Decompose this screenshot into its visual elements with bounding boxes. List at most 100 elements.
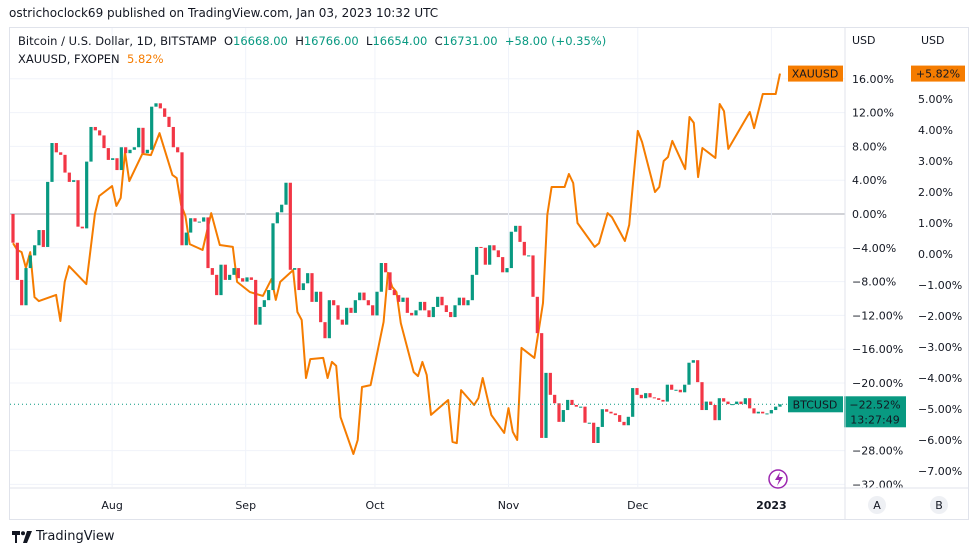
btc-candle	[410, 312, 414, 316]
btc-candle	[531, 255, 535, 297]
axis-a-tick: −8.00%	[852, 276, 896, 289]
btc-candle	[132, 147, 136, 150]
btc-candle	[449, 312, 453, 318]
legend-close: 16731.00	[442, 34, 498, 48]
btc-candle	[15, 242, 19, 280]
btc-candle	[332, 300, 336, 306]
axis-a-tick: −20.00%	[852, 377, 903, 390]
btc-candle	[306, 273, 310, 284]
btcusd-label: BTCUSD	[793, 398, 838, 411]
btc-candle	[596, 426, 600, 443]
btc-candle	[310, 273, 314, 302]
btc-candle	[423, 301, 427, 311]
btcusd-value-box	[844, 396, 906, 428]
legend-open: 16668.00	[233, 34, 288, 48]
btc-candle	[128, 149, 132, 154]
btc-candle	[665, 384, 669, 402]
btc-candle	[358, 292, 362, 301]
btc-candle	[704, 401, 708, 411]
axis-a-tick: −28.00%	[852, 445, 903, 458]
btc-candle	[379, 263, 383, 292]
btc-candle	[700, 382, 704, 411]
btc-candle	[366, 300, 370, 306]
legend-o-label: O	[223, 34, 233, 48]
axis-b-tick: 0.00%	[918, 248, 953, 261]
btc-candle	[375, 291, 379, 316]
axis-a-badge[interactable]	[868, 496, 886, 514]
btc-candle	[579, 406, 583, 408]
btc-candle	[401, 297, 405, 302]
time-axis-tick: Nov	[498, 499, 520, 512]
btc-candle	[583, 406, 587, 423]
btcusd-series	[10, 103, 845, 443]
axis-b-badge-label: B	[935, 499, 943, 512]
btc-candle	[249, 277, 253, 280]
axis-b-tick: 3.00%	[918, 155, 953, 168]
btc-candle	[652, 397, 656, 399]
btc-candle	[483, 247, 487, 265]
btc-candle	[774, 406, 778, 411]
btc-candle	[314, 291, 318, 302]
btc-candle	[496, 250, 500, 258]
btc-candle	[587, 422, 591, 424]
legend-compare-symbol: XAUUSD, FXOPEN	[18, 52, 120, 66]
time-axis: Aug Sep Oct Nov Dec 2023 A B	[10, 28, 968, 520]
time-axis-tick: 2023	[756, 499, 787, 512]
btc-candle	[392, 290, 396, 296]
btc-candle	[327, 300, 331, 339]
footer-brand[interactable]: TradingView	[12, 529, 115, 544]
legend-c-label: C	[434, 34, 443, 48]
btc-candle	[622, 421, 626, 426]
legend-compare[interactable]: XAUUSD, FXOPEN 5.82%	[18, 52, 164, 66]
legend-h-label: H	[295, 34, 304, 48]
btc-candle	[384, 263, 388, 273]
btc-candle	[280, 204, 284, 213]
btc-candle	[709, 401, 713, 405]
btc-candle	[46, 181, 50, 247]
axis-b-tick: −7.00%	[918, 465, 962, 478]
axis-b-badge[interactable]	[930, 496, 948, 514]
legend-high: 16766.00	[303, 34, 359, 48]
btc-candle	[678, 389, 682, 393]
btc-candle	[67, 172, 71, 182]
legend-compare-value: 5.82%	[126, 52, 164, 66]
btc-candle	[241, 278, 245, 282]
btc-candle	[76, 180, 80, 227]
axis-a-tick: −16.00%	[852, 343, 903, 356]
btc-candle	[301, 283, 305, 291]
btc-candle	[696, 360, 700, 383]
axis-a-tick: 4.00%	[852, 174, 887, 187]
btc-candle	[722, 398, 726, 402]
btc-candle	[600, 409, 604, 427]
btc-candle	[505, 268, 509, 273]
btc-candle	[323, 322, 327, 339]
btc-candle	[98, 130, 102, 136]
btc-candle	[613, 413, 617, 416]
legend-l-label: L	[366, 34, 373, 48]
btc-candle	[414, 310, 418, 316]
btcusd-label-box	[788, 396, 843, 413]
btc-candle	[639, 394, 643, 399]
btc-candle	[254, 279, 258, 325]
btc-candle	[544, 372, 548, 438]
btc-candle	[691, 360, 695, 363]
btc-candle	[644, 393, 648, 399]
btc-candle	[488, 245, 492, 265]
btc-candle	[514, 225, 518, 232]
btc-candle	[41, 230, 45, 247]
btc-candle	[453, 305, 457, 318]
axis-a-tick: −4.00%	[852, 242, 896, 255]
btc-candle	[713, 404, 717, 421]
btc-candle	[262, 300, 266, 307]
btc-candle	[180, 152, 184, 246]
btc-candle	[431, 306, 435, 318]
time-axis-tick: Oct	[365, 499, 385, 512]
btc-candle	[189, 218, 193, 233]
btc-candle	[63, 154, 67, 173]
btc-candle	[405, 297, 409, 313]
btc-candle	[592, 422, 596, 443]
axis-a-tick: 12.00%	[852, 107, 894, 120]
btc-candle	[119, 147, 123, 171]
legend-main[interactable]: Bitcoin / U.S. Dollar, 1D, BITSTAMP O166…	[18, 34, 606, 48]
